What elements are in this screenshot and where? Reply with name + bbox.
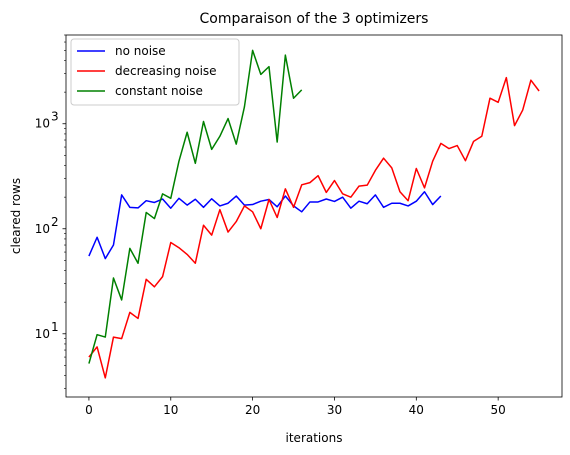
- y-axis-label: cleared rows: [9, 178, 23, 254]
- x-tick-label: 30: [327, 403, 342, 417]
- y-tick-exponent: 3: [51, 110, 59, 124]
- x-axis-label: iterations: [286, 431, 343, 445]
- series-line-decreasing-noise: [88, 76, 540, 379]
- x-tick-label: 0: [85, 403, 93, 417]
- legend-label-decreasing-noise: decreasing noise: [115, 64, 217, 78]
- legend-label-constant-noise: constant noise: [115, 84, 203, 98]
- x-tick-label: 10: [163, 403, 178, 417]
- chart-title: Comparaison of the 3 optimizers: [200, 11, 429, 27]
- y-tick-label: 10: [35, 327, 50, 341]
- y-tick-label: 10: [35, 222, 50, 236]
- series-line-constant-noise: [88, 49, 303, 364]
- x-axis: 0 10 20 30 40 50: [85, 397, 506, 417]
- legend-frame: [70, 38, 240, 106]
- x-tick-label: 40: [409, 403, 424, 417]
- plot-frame: [65, 34, 563, 398]
- x-tick-label: 50: [491, 403, 506, 417]
- series-layer: [88, 49, 540, 379]
- x-tick-label: 20: [245, 403, 260, 417]
- legend: no noise decreasing noise constant noise: [70, 38, 240, 106]
- y-tick-label: 10: [35, 117, 50, 131]
- legend-label-no-noise: no noise: [115, 44, 166, 58]
- y-tick-exponent: 2: [51, 215, 59, 229]
- series-line-no-noise: [88, 191, 442, 260]
- y-tick-exponent: 1: [51, 320, 59, 334]
